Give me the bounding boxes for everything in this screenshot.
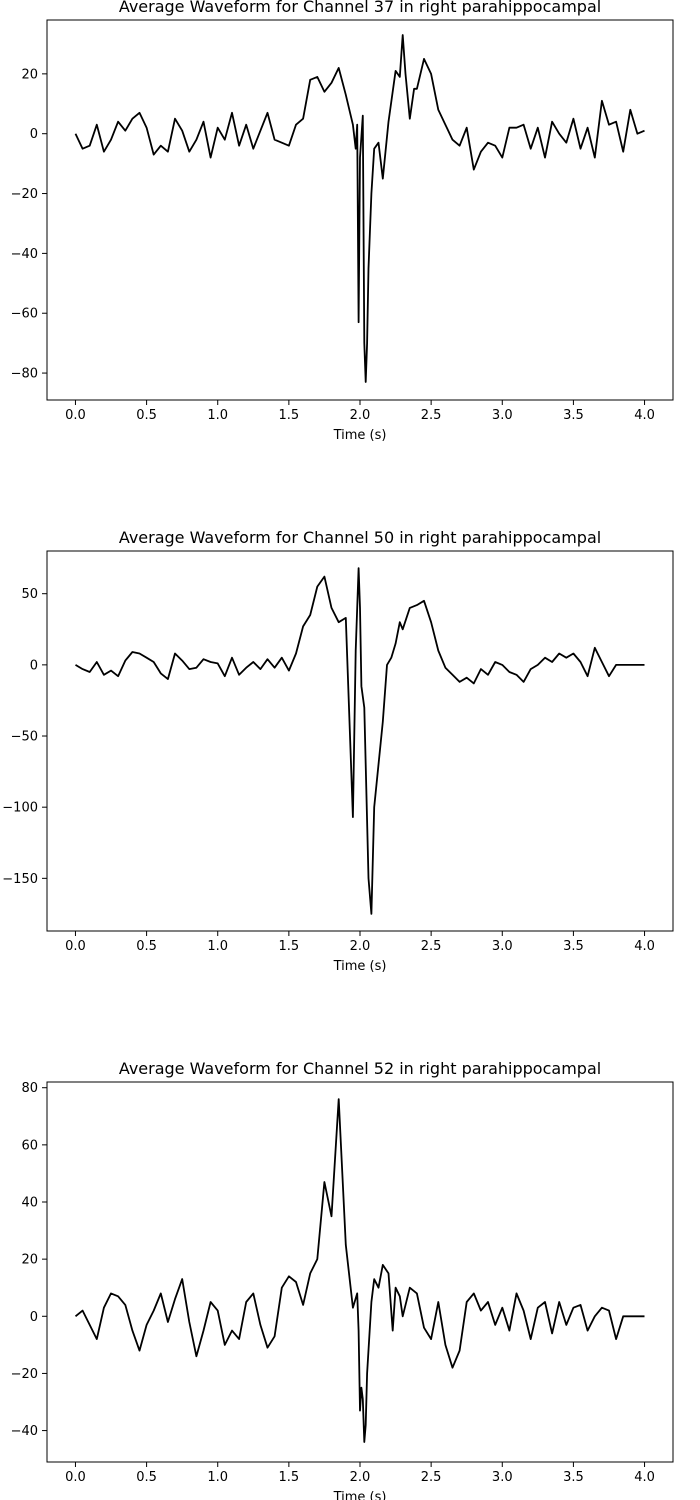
y-tick-label: −50 (11, 730, 38, 745)
waveform-line (74, 1098, 645, 1443)
chart-1: Average Waveform for Channel 37 in right… (11, 0, 674, 443)
waveform-line (74, 34, 645, 383)
x-tick-label: 1.5 (279, 939, 300, 954)
x-tick-label: 3.0 (492, 939, 513, 954)
x-tick-label: 1.0 (207, 408, 228, 423)
chart-title: Average Waveform for Channel 52 in right… (119, 1059, 601, 1078)
x-tick-label: 3.0 (492, 1470, 513, 1485)
x-tick-label: 3.5 (563, 939, 584, 954)
x-tick-label: 2.5 (421, 939, 442, 954)
x-tick-label: 4.0 (634, 408, 655, 423)
x-tick-label: 0.0 (65, 408, 86, 423)
y-tick-label: 50 (21, 587, 38, 602)
y-tick-label: −60 (11, 307, 38, 322)
x-tick-label: 2.5 (421, 1470, 442, 1485)
x-tick-label: 0.5 (136, 408, 157, 423)
x-tick-label: 2.0 (350, 939, 371, 954)
y-tick-label: 20 (21, 67, 38, 82)
x-tick-label: 4.0 (634, 1470, 655, 1485)
y-tick-label: −150 (2, 872, 38, 887)
x-tick-label: 1.5 (279, 1470, 300, 1485)
x-tick-label: 3.5 (563, 408, 584, 423)
x-axis-label: Time (s) (333, 959, 387, 974)
y-tick-label: 40 (21, 1196, 38, 1211)
y-tick-label: −40 (11, 1424, 38, 1439)
x-tick-label: 1.5 (279, 408, 300, 423)
chart-2: Average Waveform for Channel 50 in right… (2, 528, 674, 974)
x-tick-label: 0.5 (136, 939, 157, 954)
y-tick-label: −20 (11, 187, 38, 202)
x-axis-label: Time (s) (333, 428, 387, 443)
x-tick-label: 1.0 (207, 1470, 228, 1485)
x-tick-label: 3.5 (563, 1470, 584, 1485)
x-tick-label: 0.0 (65, 939, 86, 954)
x-tick-label: 3.0 (492, 408, 513, 423)
chart-title: Average Waveform for Channel 37 in right… (119, 0, 601, 16)
y-tick-label: 60 (21, 1138, 38, 1153)
y-tick-label: −80 (11, 367, 38, 382)
y-tick-label: 80 (21, 1081, 38, 1096)
y-tick-label: −100 (2, 801, 38, 816)
x-tick-label: 2.0 (350, 1470, 371, 1485)
x-axis-label: Time (s) (333, 1490, 387, 1500)
chart-3: Average Waveform for Channel 52 in right… (11, 1059, 674, 1500)
y-tick-label: −40 (11, 247, 38, 262)
x-tick-label: 0.5 (136, 1470, 157, 1485)
y-tick-label: 0 (30, 127, 38, 142)
x-tick-label: 2.5 (421, 408, 442, 423)
y-tick-label: 0 (30, 658, 38, 673)
y-tick-label: 20 (21, 1253, 38, 1268)
y-tick-label: −20 (11, 1367, 38, 1382)
x-tick-label: 4.0 (634, 939, 655, 954)
waveform-line (75, 567, 645, 915)
y-tick-label: 0 (30, 1310, 38, 1325)
x-tick-label: 0.0 (65, 1470, 86, 1485)
x-tick-label: 2.0 (350, 408, 371, 423)
x-tick-label: 1.0 (207, 939, 228, 954)
chart-title: Average Waveform for Channel 50 in right… (119, 528, 601, 547)
